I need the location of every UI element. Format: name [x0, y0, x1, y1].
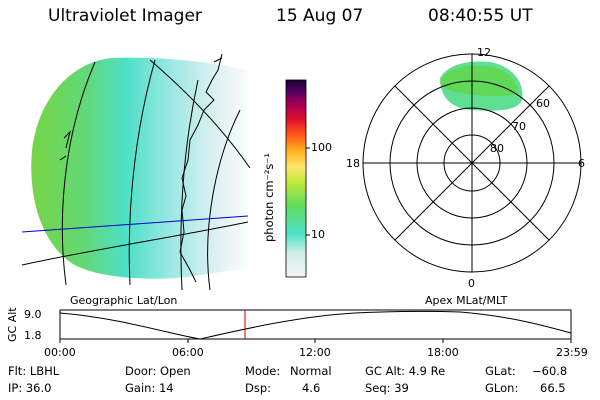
geo-grid	[21, 59, 251, 291]
status-seq: Seq: 39	[365, 381, 409, 395]
geo-caption: Geographic Lat/Lon	[70, 294, 178, 307]
status-glat-label: GLat:	[485, 364, 516, 378]
status-glat-value: −60.8	[532, 364, 568, 378]
status-mode-label: Mode:	[245, 364, 281, 378]
mlt-label-6: 6	[578, 157, 585, 170]
time-label: 08:40:55 UT	[428, 6, 533, 26]
altitude-xtick-1800: 18:00	[427, 346, 459, 359]
date-label: 15 Aug 07	[276, 6, 364, 26]
mlt-label-18: 18	[346, 157, 360, 170]
coastline	[59, 53, 223, 283]
status-gc-alt: GC Alt: 4.9 Re	[365, 364, 446, 378]
status-gain: Gain: 14	[125, 381, 174, 395]
mlat-label-80: 80	[490, 142, 504, 155]
altitude-ytick-max: 9.0	[24, 308, 42, 321]
colorbar-tick-100: 100	[311, 141, 332, 154]
status-flt: Flt: LBHL	[8, 364, 60, 378]
instrument-title: Ultraviolet Imager	[48, 6, 202, 26]
colorbar-label: photon cm⁻²s⁻¹	[262, 153, 276, 242]
altitude-xtick-0600: 06:00	[172, 346, 204, 359]
altitude-ylabel: GC Alt	[6, 307, 19, 342]
colorbar	[285, 79, 307, 278]
status-dsp-value: 4.6	[302, 381, 321, 395]
status-glon-value: 66.5	[540, 381, 566, 395]
geo-aurora-image	[31, 57, 248, 279]
mlat-label-60: 60	[536, 97, 550, 110]
mlat-label-70: 70	[512, 120, 526, 133]
mlt-label-0: 0	[468, 277, 475, 290]
altitude-xtick-0000: 00:00	[44, 346, 76, 359]
status-door: Door: Open	[125, 364, 191, 378]
mlt-label-12: 12	[477, 46, 491, 59]
polar-caption: Apex MLat/MLT	[425, 294, 508, 307]
altitude-plot	[59, 309, 572, 343]
altitude-curve	[59, 310, 572, 340]
altitude-ytick-min: 1.8	[24, 329, 42, 342]
status-glon-label: GLon:	[485, 381, 519, 395]
polar-plot	[362, 53, 582, 273]
colorbar-tick-10: 10	[311, 228, 325, 241]
status-ip: IP: 36.0	[8, 381, 52, 395]
altitude-xtick-2359: 23:59	[556, 346, 588, 359]
altitude-xtick-1200: 12:00	[299, 346, 331, 359]
status-dsp-label: Dsp:	[245, 381, 272, 395]
status-mode-value: Normal	[290, 364, 332, 378]
track-line	[21, 215, 249, 233]
